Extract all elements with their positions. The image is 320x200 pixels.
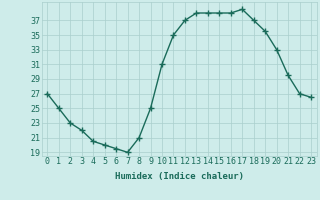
X-axis label: Humidex (Indice chaleur): Humidex (Indice chaleur) [115, 172, 244, 181]
